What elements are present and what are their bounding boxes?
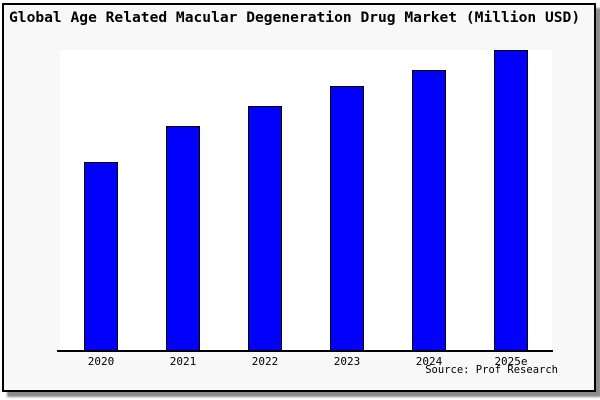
x-tick-label-2025e: 2025e bbox=[494, 355, 528, 368]
source-credit: Source: Prof Research bbox=[425, 364, 558, 376]
x-axis-labels: 2020 2021 2022 2023 2024 2025e bbox=[60, 355, 552, 368]
bar-slot-2022 bbox=[224, 50, 306, 352]
bar-slot-2020 bbox=[60, 50, 142, 352]
bar-2020 bbox=[84, 161, 118, 352]
bar-slot-2023 bbox=[306, 50, 388, 352]
x-tick-label-2020: 2020 bbox=[87, 355, 115, 368]
plot-area bbox=[60, 50, 552, 352]
bar-slot-2021 bbox=[142, 50, 224, 352]
bar-2021 bbox=[166, 125, 200, 352]
x-tick-label-2021: 2021 bbox=[169, 355, 197, 368]
bar-slot-2025e bbox=[470, 50, 552, 352]
x-tick-label-2022: 2022 bbox=[251, 355, 279, 368]
bar-2025e bbox=[494, 50, 528, 352]
chart-title: Global Age Related Macular Degeneration … bbox=[9, 9, 581, 26]
bar-2024 bbox=[412, 69, 446, 352]
x-tick-label-2024: 2024 bbox=[415, 355, 443, 368]
x-tick-label-2023: 2023 bbox=[333, 355, 361, 368]
bar-2022 bbox=[248, 105, 282, 352]
x-axis-line bbox=[57, 350, 553, 352]
bar-slot-2024 bbox=[388, 50, 470, 352]
chart-frame: Global Age Related Macular Degeneration … bbox=[2, 3, 596, 392]
bar-2023 bbox=[330, 86, 364, 352]
